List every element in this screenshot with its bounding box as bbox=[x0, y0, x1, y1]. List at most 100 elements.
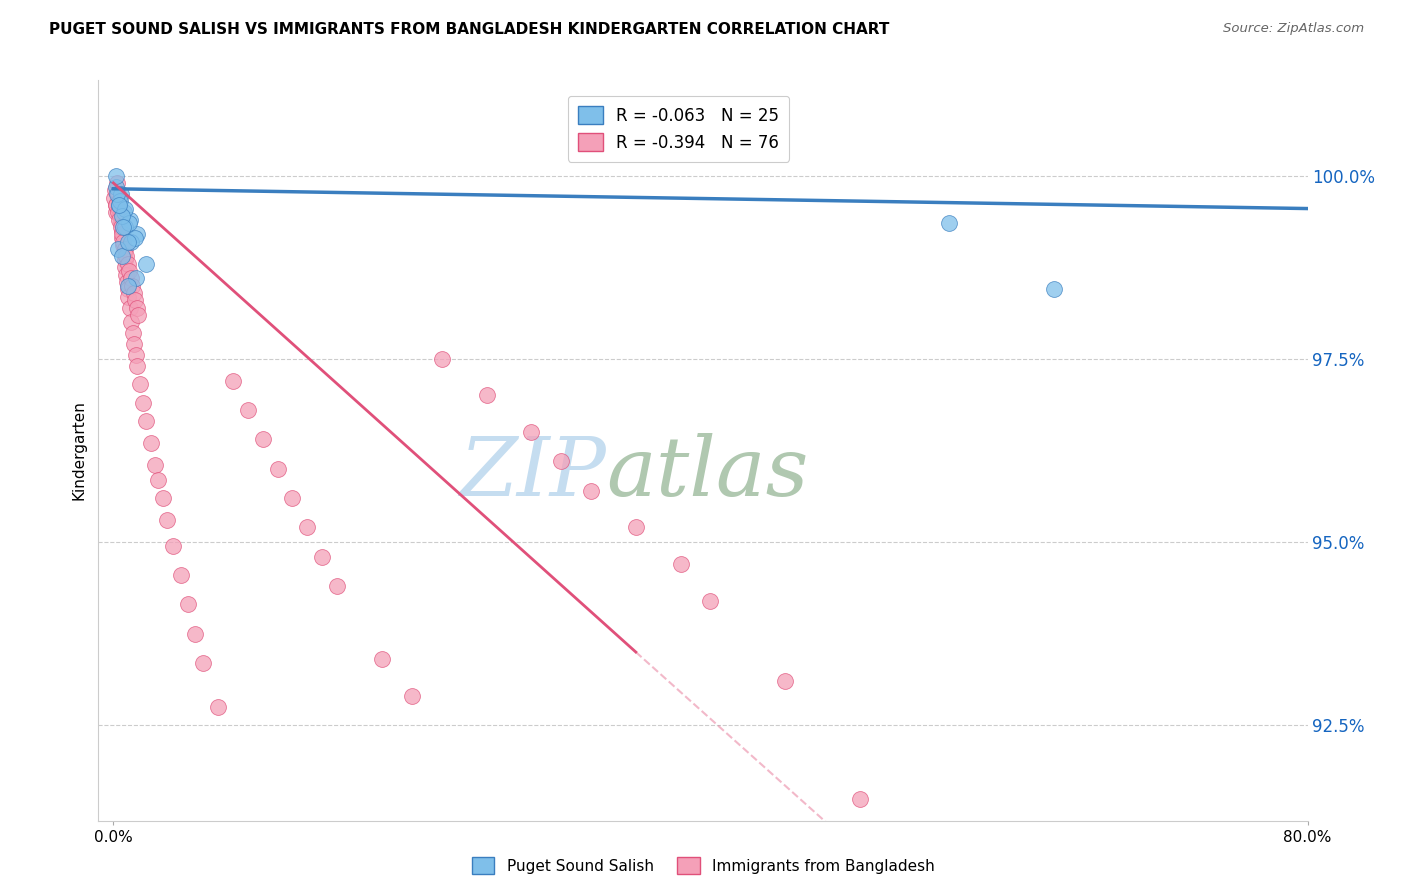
Point bbox=[699, 593, 721, 607]
Point bbox=[127, 359, 149, 373]
Point bbox=[117, 256, 139, 270]
Point bbox=[120, 271, 142, 285]
Point bbox=[124, 293, 146, 308]
Point bbox=[669, 557, 692, 571]
Point bbox=[107, 205, 129, 219]
Point bbox=[1043, 282, 1066, 296]
Y-axis label: Kindergarten: Kindergarten bbox=[72, 401, 87, 500]
Point bbox=[107, 242, 129, 256]
Point bbox=[118, 264, 141, 278]
Point bbox=[177, 598, 200, 612]
Point bbox=[114, 252, 136, 267]
Point bbox=[326, 579, 349, 593]
Point bbox=[550, 454, 572, 468]
Point bbox=[107, 194, 129, 209]
Legend: Puget Sound Salish, Immigrants from Bangladesh: Puget Sound Salish, Immigrants from Bang… bbox=[465, 851, 941, 880]
Point bbox=[118, 216, 141, 230]
Point bbox=[281, 491, 304, 505]
Point bbox=[110, 223, 132, 237]
Text: PUGET SOUND SALISH VS IMMIGRANTS FROM BANGLADESH KINDERGARTEN CORRELATION CHART: PUGET SOUND SALISH VS IMMIGRANTS FROM BA… bbox=[49, 22, 890, 37]
Point bbox=[132, 396, 155, 410]
Point bbox=[252, 433, 274, 447]
Point bbox=[103, 190, 125, 204]
Point bbox=[120, 315, 142, 329]
Point bbox=[191, 656, 214, 670]
Point bbox=[107, 198, 129, 212]
Point bbox=[127, 227, 149, 242]
Point bbox=[112, 205, 135, 219]
Point bbox=[371, 652, 394, 666]
Point bbox=[114, 242, 136, 256]
Point bbox=[162, 539, 184, 553]
Point bbox=[118, 301, 141, 315]
Point bbox=[105, 205, 128, 219]
Point bbox=[110, 209, 132, 223]
Point bbox=[266, 462, 288, 476]
Point bbox=[117, 235, 139, 249]
Point bbox=[112, 245, 135, 260]
Point bbox=[135, 414, 157, 428]
Point bbox=[129, 377, 152, 392]
Point bbox=[139, 436, 162, 450]
Point bbox=[236, 403, 259, 417]
Point bbox=[112, 219, 135, 234]
Point bbox=[108, 212, 131, 227]
Point bbox=[124, 231, 146, 245]
Point bbox=[311, 549, 333, 564]
Point bbox=[105, 186, 128, 201]
Point bbox=[125, 348, 148, 362]
Point bbox=[152, 491, 174, 505]
Point bbox=[110, 216, 132, 230]
Point bbox=[115, 275, 138, 289]
Point bbox=[125, 301, 148, 315]
Point bbox=[297, 520, 319, 534]
Point bbox=[104, 183, 127, 197]
Legend: R = -0.063   N = 25, R = -0.394   N = 76: R = -0.063 N = 25, R = -0.394 N = 76 bbox=[568, 96, 790, 161]
Point bbox=[111, 227, 134, 242]
Text: Source: ZipAtlas.com: Source: ZipAtlas.com bbox=[1223, 22, 1364, 36]
Point bbox=[127, 308, 149, 322]
Point bbox=[108, 198, 131, 212]
Point bbox=[110, 186, 132, 201]
Point bbox=[122, 337, 145, 351]
Point bbox=[104, 198, 127, 212]
Point bbox=[112, 235, 135, 249]
Point bbox=[579, 483, 602, 498]
Point bbox=[122, 285, 145, 300]
Point bbox=[108, 202, 131, 216]
Point bbox=[121, 278, 143, 293]
Point bbox=[112, 238, 135, 252]
Point bbox=[107, 186, 129, 201]
Point bbox=[120, 235, 142, 249]
Point bbox=[475, 388, 498, 402]
Point bbox=[111, 249, 134, 263]
Point bbox=[115, 249, 138, 263]
Point bbox=[169, 568, 191, 582]
Point bbox=[110, 219, 132, 234]
Point bbox=[115, 268, 138, 282]
Point bbox=[222, 374, 245, 388]
Point bbox=[125, 271, 148, 285]
Point bbox=[118, 212, 141, 227]
Point bbox=[114, 260, 136, 275]
Point bbox=[117, 289, 139, 303]
Point bbox=[773, 674, 796, 689]
Point bbox=[114, 202, 136, 216]
Point bbox=[135, 256, 157, 270]
Point bbox=[156, 513, 179, 527]
Point bbox=[114, 219, 136, 234]
Point bbox=[105, 179, 128, 194]
Point bbox=[108, 209, 131, 223]
Point bbox=[117, 282, 139, 296]
Point bbox=[108, 194, 131, 209]
Point bbox=[121, 326, 143, 341]
Point bbox=[143, 458, 166, 472]
Point bbox=[401, 689, 423, 703]
Point bbox=[848, 791, 870, 805]
Text: atlas: atlas bbox=[606, 433, 808, 513]
Point bbox=[117, 278, 139, 293]
Point bbox=[105, 176, 128, 190]
Text: ZIP: ZIP bbox=[460, 433, 606, 513]
Point bbox=[146, 473, 169, 487]
Point bbox=[184, 626, 207, 640]
